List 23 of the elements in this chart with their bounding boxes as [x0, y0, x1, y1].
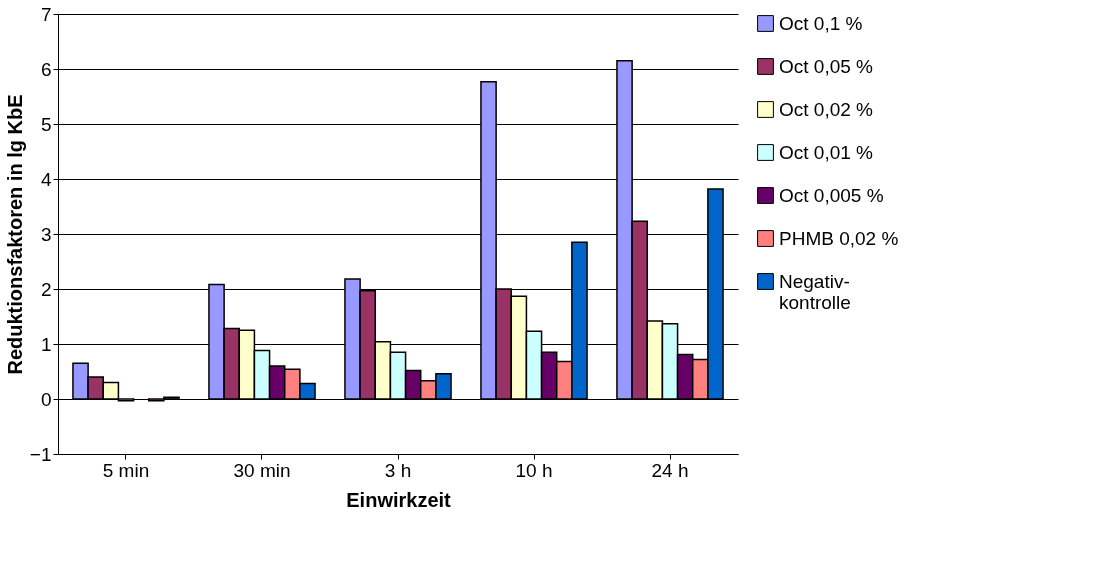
legend-label: Oct 0,1 %	[779, 12, 863, 34]
y-tick-label: 3	[40, 223, 52, 245]
x-tick-label: 24 h	[651, 459, 689, 481]
y-axis-title: Reduktionsfaktoren in lg KbE	[3, 94, 26, 375]
y-tick-label: 0	[40, 388, 52, 410]
x-axis-title: Einwirkzeit	[346, 488, 452, 511]
legend-label: PHMB 0,02 %	[779, 227, 899, 249]
y-tick-label: −1	[29, 443, 52, 465]
y-tick-label: 6	[40, 58, 52, 80]
y-tick-label: 7	[40, 3, 52, 25]
y-tick-label: 1	[40, 333, 52, 355]
legend-label: Oct 0,05 %	[779, 55, 874, 77]
legend-label: Oct 0,02 %	[779, 98, 874, 120]
x-tick-label: 3 h	[384, 459, 412, 481]
legend-label: Negativ- kontrolle	[779, 270, 851, 313]
y-tick-label: 5	[40, 113, 52, 135]
legend-label: Oct 0,01 %	[779, 141, 874, 163]
legend-label: Oct 0,005 %	[779, 184, 884, 206]
y-tick-label: 4	[40, 168, 52, 190]
x-tick-label: 30 min	[233, 459, 291, 481]
x-tick-label: 5 min	[102, 459, 150, 481]
y-tick-label: 2	[40, 278, 52, 300]
x-tick-label: 10 h	[515, 459, 553, 481]
